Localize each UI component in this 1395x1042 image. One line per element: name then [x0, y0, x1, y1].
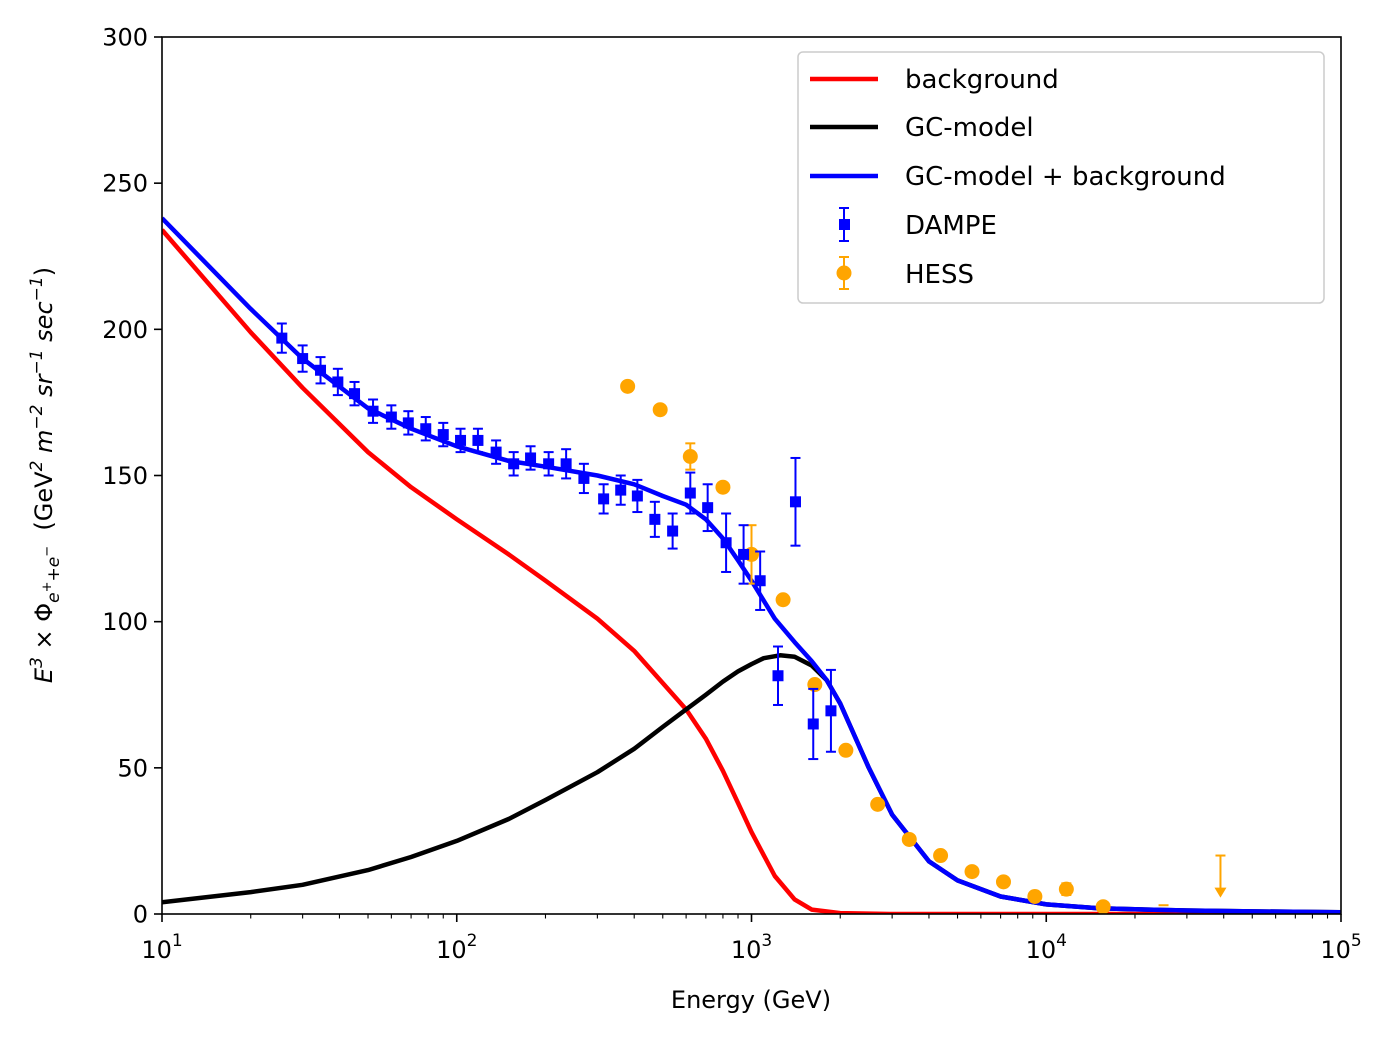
dampe-points: [276, 322, 837, 761]
dampe-point: [455, 434, 467, 446]
hess-point: [652, 402, 668, 418]
dampe-point: [297, 353, 309, 365]
dampe-point: [472, 434, 484, 446]
dampe-point: [420, 423, 432, 435]
legend-label-background: background: [905, 65, 1059, 95]
x-tick-label: 103: [731, 931, 772, 964]
hess-upper-limit: [1214, 854, 1227, 898]
hess-point: [933, 848, 949, 864]
y-tick-label: 150: [102, 462, 148, 490]
hess-point: [1058, 881, 1074, 897]
hess-point: [620, 378, 636, 394]
dampe-point: [615, 484, 627, 496]
y-tick-label: 300: [102, 24, 148, 52]
hess-point: [838, 742, 854, 758]
legend-label-hess: HESS: [905, 260, 974, 290]
x-axis-label: Energy (GeV): [671, 986, 831, 1014]
dampe-point: [349, 388, 361, 400]
x-tick-label: 104: [1026, 931, 1067, 964]
y-axis-label: E3 × Φe++e− (GeV2 m−2 sr−1 sec−1): [27, 267, 64, 683]
y-axis-ticks: 0 50 100 150 200 250 300: [102, 24, 162, 929]
curve-background: [162, 228, 1341, 914]
hess-point: [1027, 888, 1043, 904]
dampe-point: [738, 548, 750, 560]
y-tick-label: 200: [102, 316, 148, 344]
hess-point: [682, 448, 698, 464]
dampe-point: [525, 452, 537, 464]
dampe-point: [402, 417, 414, 429]
hess-point: [901, 831, 917, 847]
dampe-point: [315, 364, 327, 376]
x-axis-ticks: 101 102 103 104 105: [141, 914, 1362, 964]
legend-label-gc-model: GC-model: [905, 113, 1034, 143]
dampe-point: [543, 458, 555, 470]
hess-point: [715, 479, 731, 495]
dampe-point: [367, 405, 379, 417]
x-tick-label: 102: [436, 931, 477, 964]
dampe-point: [789, 496, 801, 508]
dampe-point: [385, 411, 397, 423]
hess-point: [995, 874, 1011, 890]
dampe-point: [754, 575, 766, 587]
dampe-point: [276, 332, 288, 344]
dampe-point: [560, 458, 572, 470]
dampe-point: [684, 487, 696, 499]
y-tick-label: 50: [117, 754, 148, 782]
curve-gc-model-background: [162, 216, 1341, 914]
dampe-point: [825, 705, 837, 717]
y-tick-label: 0: [133, 901, 148, 929]
hess-points: [620, 378, 1227, 914]
hess-point: [870, 796, 886, 812]
hess-point: [1095, 899, 1111, 914]
y-tick-label: 100: [102, 608, 148, 636]
dampe-point: [598, 493, 610, 505]
x-tick-label: 105: [1320, 931, 1361, 964]
dampe-point: [702, 502, 714, 514]
dampe-point: [332, 376, 344, 388]
dampe-point: [720, 537, 732, 549]
legend-swatch-dampe: [839, 207, 850, 242]
x-tick-label: 101: [141, 931, 182, 964]
hess-point: [964, 864, 980, 880]
dampe-point: [490, 446, 502, 458]
dampe-point: [437, 429, 449, 441]
dampe-point: [772, 670, 784, 682]
legend: background GC-model GC-model + backgroun…: [797, 51, 1325, 304]
legend-label-dampe: DAMPE: [905, 211, 997, 241]
dampe-point: [508, 458, 520, 470]
dampe-point: [667, 525, 679, 537]
dampe-point: [807, 718, 819, 730]
y-tick-label: 250: [102, 170, 148, 198]
dampe-point: [631, 490, 643, 502]
legend-swatch-hess: [836, 256, 852, 290]
legend-label-gc-model-background: GC-model + background: [905, 162, 1226, 192]
legend-box: [797, 51, 1325, 304]
dampe-point: [578, 472, 590, 484]
dampe-point: [649, 513, 661, 525]
hess-point: [775, 592, 791, 608]
